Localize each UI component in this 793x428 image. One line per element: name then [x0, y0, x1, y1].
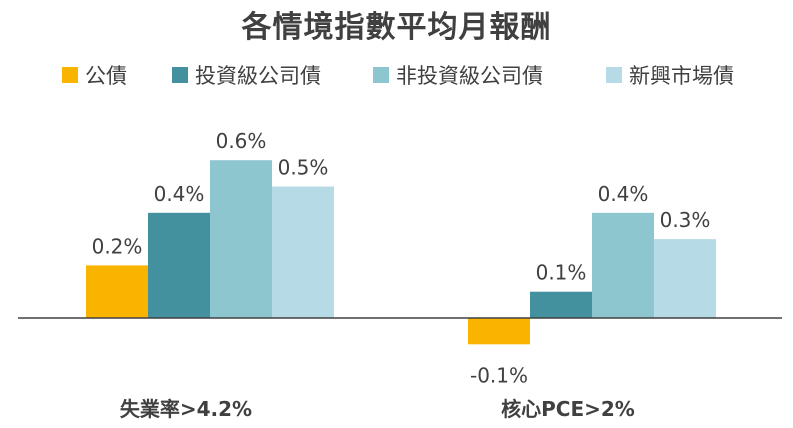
legend-swatch-emerging-markets	[606, 67, 622, 83]
legend: 公債 投資級公司債 非投資級公司債 新興市場債	[0, 58, 793, 92]
legend-swatch-investment-grade	[172, 67, 188, 83]
data-label-4-1: 0.5%	[278, 156, 329, 180]
bar-4-2	[654, 239, 716, 318]
legend-label-treasuries: 公債	[85, 64, 127, 88]
legend-label-high-yield: 非投資級公司債	[396, 64, 543, 88]
bar-4-1	[272, 186, 334, 318]
legend-swatch-high-yield	[373, 67, 389, 83]
legend-label-investment-grade: 投資級公司債	[195, 64, 321, 88]
data-label-2-2: 0.1%	[536, 261, 587, 285]
legend-item-treasuries: 公債	[62, 58, 127, 92]
data-label-3-2: 0.4%	[598, 182, 649, 206]
legend-item-investment-grade: 投資級公司債	[172, 58, 321, 92]
bar-1-2	[468, 318, 530, 345]
data-label-1-2: -0.1%	[470, 363, 528, 387]
bar-2-2	[530, 291, 592, 318]
bar-2-1	[148, 212, 210, 318]
data-label-4-2: 0.3%	[660, 208, 711, 232]
bar-3-1	[210, 160, 272, 318]
legend-swatch-treasuries	[62, 67, 78, 83]
legend-item-high-yield: 非投資級公司債	[373, 58, 543, 92]
category-label-1: 失業率>4.2%	[120, 397, 252, 421]
chart-title: 各情境指數平均月報酬	[241, 10, 552, 45]
data-label-1-1: 0.2%	[92, 234, 143, 258]
data-label-3-1: 0.6%	[216, 129, 267, 153]
category-label-2: 核心PCE>2%	[501, 397, 635, 421]
bar-1-1	[86, 265, 148, 318]
legend-item-emerging-markets: 新興市場債	[606, 58, 734, 92]
legend-label-emerging-markets: 新興市場債	[629, 64, 734, 88]
data-label-2-1: 0.4%	[154, 182, 205, 206]
bar-3-2	[592, 212, 654, 318]
